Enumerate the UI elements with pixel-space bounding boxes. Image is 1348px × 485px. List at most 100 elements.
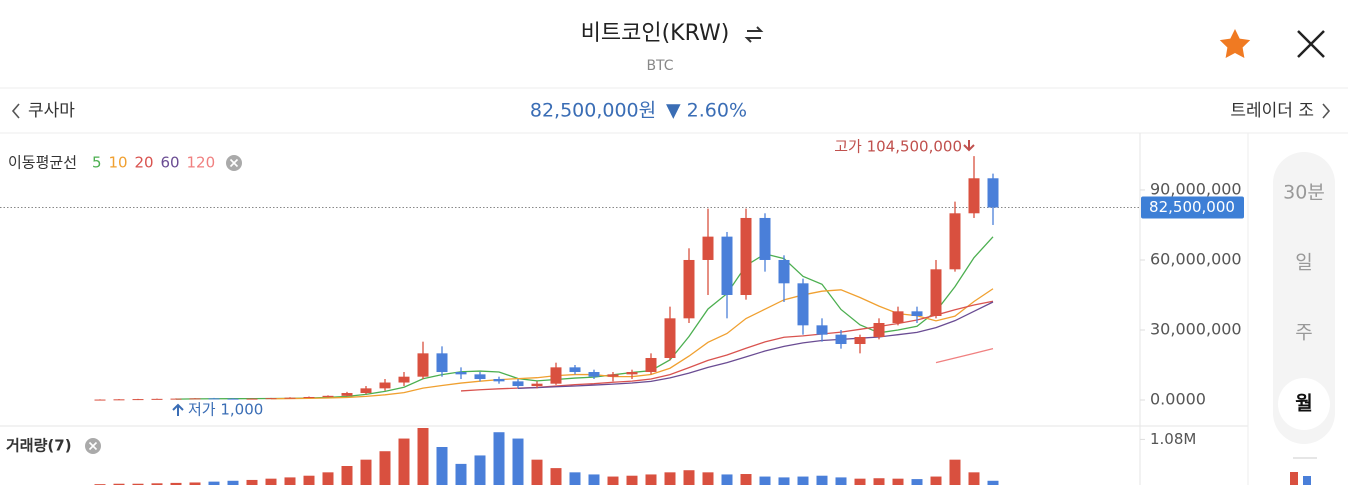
high-label: 고가 104,500,000 bbox=[834, 138, 962, 156]
candle-body bbox=[702, 236, 714, 260]
next-arrow[interactable] bbox=[1322, 103, 1331, 119]
interval-button[interactable]: 30분 bbox=[1283, 182, 1325, 204]
prev-arrow[interactable] bbox=[11, 103, 20, 119]
candle-body bbox=[398, 376, 410, 383]
volume-close[interactable] bbox=[85, 438, 101, 454]
ma-line bbox=[935, 348, 994, 364]
volume-bar bbox=[911, 479, 923, 485]
volume-bar bbox=[379, 451, 391, 485]
volume-bar bbox=[778, 477, 790, 485]
volume-bar bbox=[854, 478, 866, 485]
y-tick-label: 0.0000 bbox=[1150, 390, 1206, 409]
volume-bar bbox=[873, 478, 885, 485]
legend-entry: 20 bbox=[135, 154, 154, 172]
candle-body bbox=[132, 399, 144, 401]
ma-legend-title: 이동평균선 bbox=[8, 154, 77, 172]
candle-body bbox=[987, 178, 999, 208]
swap-icon[interactable] bbox=[744, 26, 764, 43]
candle-body bbox=[550, 367, 562, 384]
volume-bar bbox=[208, 481, 220, 485]
symbol: BTC bbox=[646, 58, 673, 74]
low-label: 저가 1,000 bbox=[188, 401, 263, 419]
volume-bar bbox=[322, 472, 334, 485]
volume-bar bbox=[892, 478, 904, 485]
volume-bar bbox=[189, 482, 201, 485]
volume-bar bbox=[664, 472, 676, 485]
candle-body bbox=[474, 374, 486, 380]
candle-body bbox=[379, 382, 391, 389]
candle-body bbox=[588, 372, 600, 377]
volume-bar bbox=[113, 483, 125, 485]
bottom-icon[interactable] bbox=[1290, 472, 1311, 485]
interval-pill bbox=[1273, 152, 1335, 444]
volume-bar bbox=[170, 482, 182, 485]
candle-body bbox=[455, 372, 467, 375]
candle-body bbox=[664, 318, 676, 359]
close-icon bbox=[229, 158, 239, 168]
close-button[interactable] bbox=[1297, 30, 1325, 58]
volume-bar bbox=[930, 476, 942, 485]
ma-line bbox=[270, 288, 994, 400]
candle-body bbox=[835, 334, 847, 345]
volume-bar bbox=[417, 428, 429, 485]
candle-body bbox=[854, 337, 866, 345]
legend-entry: 10 bbox=[109, 154, 128, 172]
candle-body bbox=[512, 381, 524, 387]
candle-body bbox=[284, 397, 296, 399]
legend-entry: 120 bbox=[187, 154, 216, 172]
volume-bar bbox=[759, 476, 771, 485]
volume-title: 거래량(7) bbox=[6, 437, 72, 455]
volume-bar bbox=[949, 459, 961, 485]
volume-bar bbox=[265, 478, 277, 485]
volume-bar bbox=[512, 438, 524, 485]
volume-bar bbox=[474, 455, 486, 485]
high-arrow bbox=[963, 140, 975, 152]
interval-button[interactable]: 주 bbox=[1295, 322, 1312, 344]
candle-body bbox=[721, 236, 733, 295]
volume-bar bbox=[569, 472, 581, 485]
volume-bar bbox=[626, 475, 638, 485]
legend-entry: 5 bbox=[92, 154, 102, 172]
low-arrow bbox=[172, 403, 184, 416]
candle-body bbox=[265, 398, 277, 400]
volume-bar bbox=[740, 474, 752, 485]
candle-body bbox=[607, 374, 619, 377]
candle-body bbox=[341, 393, 353, 396]
ma-line bbox=[517, 301, 994, 390]
volume-bar bbox=[341, 466, 353, 485]
candle-body bbox=[246, 398, 258, 400]
candle-body bbox=[911, 311, 923, 316]
candle-body bbox=[892, 311, 904, 323]
prev-coin[interactable]: 쿠사마 bbox=[28, 101, 75, 121]
volume-bar bbox=[835, 477, 847, 485]
interval-button[interactable]: 월 bbox=[1295, 393, 1312, 415]
volume-bar bbox=[683, 470, 695, 485]
volume-tick-label: 1.08M bbox=[1150, 430, 1196, 448]
y-tick-label: 60,000,000 bbox=[1150, 249, 1242, 268]
candle-body bbox=[683, 259, 695, 319]
candle-body bbox=[417, 353, 429, 377]
candle-body bbox=[797, 283, 809, 326]
candle-body bbox=[493, 379, 505, 382]
favorite-star[interactable] bbox=[1219, 29, 1251, 58]
candle-body bbox=[436, 353, 448, 373]
candle-body bbox=[113, 399, 125, 401]
candle-body bbox=[949, 213, 961, 270]
title: 비트코인(KRW) bbox=[581, 21, 730, 46]
volume-bar bbox=[721, 474, 733, 485]
volume-bar bbox=[645, 474, 657, 485]
candle-body bbox=[303, 396, 315, 398]
interval-button[interactable]: 일 bbox=[1295, 252, 1312, 274]
y-tick-label: 30,000,000 bbox=[1150, 320, 1242, 339]
volume-bar bbox=[246, 479, 258, 485]
candle-body bbox=[322, 395, 334, 397]
candle-body bbox=[968, 178, 980, 214]
candle-body bbox=[778, 259, 790, 284]
candle-body bbox=[759, 217, 771, 260]
candle-body bbox=[360, 388, 372, 394]
candle-body bbox=[873, 322, 885, 338]
legend-entry: 60 bbox=[161, 154, 180, 172]
ma-legend-close[interactable] bbox=[226, 155, 242, 171]
next-coin[interactable]: 트레이더 조 bbox=[1230, 101, 1314, 121]
candle-body bbox=[151, 398, 163, 400]
